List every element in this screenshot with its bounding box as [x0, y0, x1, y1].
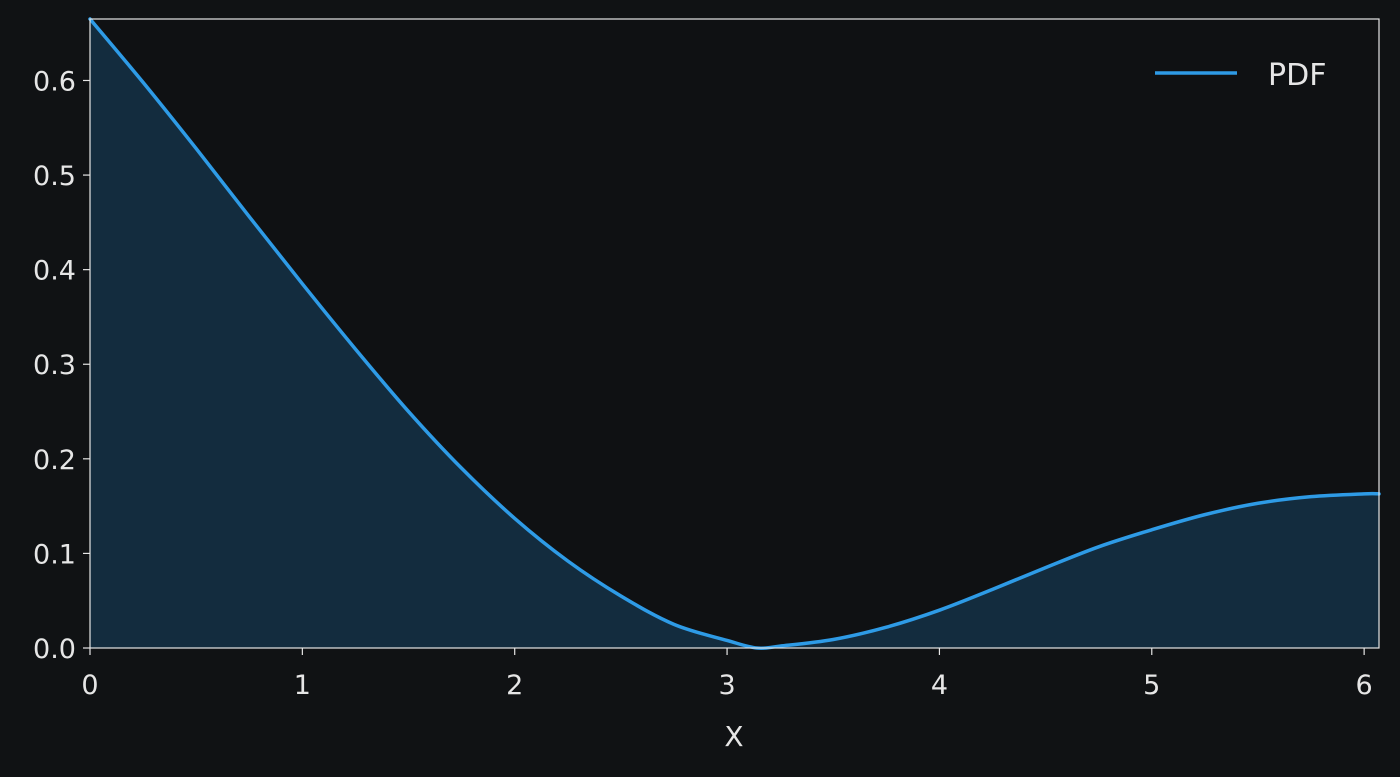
x-tick-label: 4 [931, 670, 948, 701]
x-tick-label: 3 [718, 670, 735, 701]
y-tick-label: 0.5 [33, 161, 76, 192]
legend-label-pdf: PDF [1268, 58, 1326, 93]
y-tick-label: 0.0 [33, 634, 76, 665]
plot-frame [89, 18, 1380, 649]
x-tick-label: 6 [1356, 670, 1373, 701]
y-tick-label: 0.1 [33, 539, 76, 570]
y-tick-label: 0.2 [33, 445, 76, 476]
pdf-area-fill [90, 19, 1379, 649]
y-tick-label: 0.6 [33, 66, 76, 97]
x-tick-label: 5 [1143, 670, 1160, 701]
y-axis-ticks: 0.0 0.1 0.2 0.3 0.4 0.5 0.6 [33, 66, 90, 665]
pdf-series-line [88, 17, 1381, 651]
y-tick-label: 0.4 [33, 256, 76, 287]
x-axis-label: X [724, 720, 743, 753]
x-axis-ticks: 0 1 2 3 4 5 6 [81, 648, 1373, 701]
y-tick-label: 0.3 [33, 350, 76, 381]
x-tick-label: 0 [81, 670, 98, 701]
x-tick-label: 2 [506, 670, 523, 701]
x-tick-label: 1 [294, 670, 311, 701]
legend: PDF [1155, 58, 1326, 93]
